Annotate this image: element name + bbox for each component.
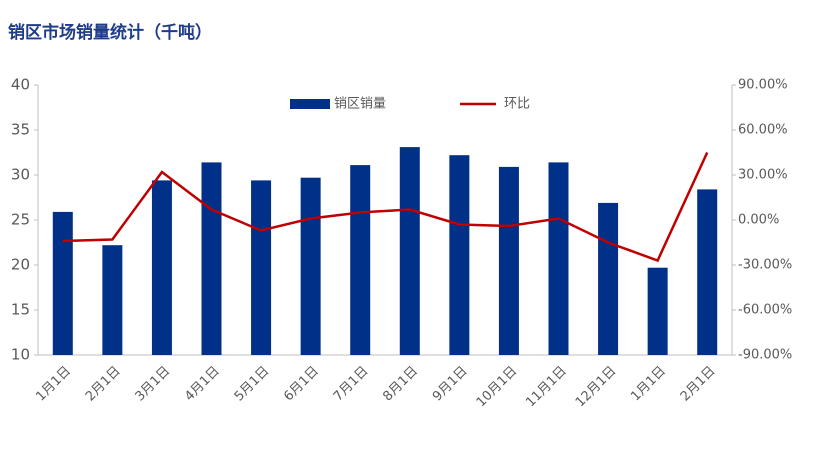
x-tick-label: 7月1日 [331, 364, 372, 405]
line [62, 151, 709, 263]
x-tick-label: 8月1日 [380, 364, 421, 405]
x-tick-label: 11月1日 [523, 364, 570, 411]
y2-tick-label: -90.00% [738, 348, 792, 363]
y-tick-label: 15 [11, 301, 30, 319]
chart-title: 销区市场销量统计（千吨） [8, 22, 212, 43]
bar [548, 162, 569, 355]
bar [300, 177, 321, 355]
y2-tick-label: 30.00% [738, 168, 788, 183]
y-tick-label: 30 [11, 166, 30, 184]
y-tick-label: 20 [11, 256, 30, 274]
bar [647, 267, 668, 355]
x-tick-label: 3月1日 [133, 364, 174, 405]
y2-tick-label: 90.00% [738, 78, 788, 93]
bar [251, 180, 272, 355]
x-tick-label: 10月1日 [474, 364, 521, 411]
y2-tick-label: -60.00% [738, 303, 792, 318]
bar [52, 211, 73, 355]
y2-tick-label: 60.00% [738, 123, 788, 138]
y-tick-label: 40 [11, 76, 30, 94]
legend-swatch [290, 99, 330, 109]
legend-label: 环比 [504, 97, 530, 112]
legend-label: 销区销量 [334, 97, 386, 112]
bar [449, 155, 470, 355]
x-tick-label: 4月1日 [182, 364, 223, 405]
y-tick-label: 35 [11, 121, 30, 139]
bar [102, 245, 123, 355]
x-tick-label: 5月1日 [232, 364, 273, 405]
x-tick-label: 2月1日 [83, 364, 124, 405]
y2-tick-label: 0.00% [738, 213, 779, 228]
y-tick-label: 10 [11, 346, 30, 364]
x-tick-label: 6月1日 [281, 364, 322, 405]
x-tick-label: 1月1日 [628, 364, 669, 405]
bar [201, 162, 222, 355]
y-tick-label: 25 [11, 211, 30, 229]
y2-tick-label: -30.00% [738, 258, 792, 273]
bar [598, 202, 619, 355]
x-tick-label: 12月1日 [573, 364, 620, 411]
x-tick-label: 1月1日 [33, 364, 74, 405]
x-tick-label: 2月1日 [678, 364, 719, 405]
bar [399, 147, 420, 355]
x-tick-label: 9月1日 [430, 364, 471, 405]
bar [697, 189, 718, 355]
bar [151, 180, 172, 355]
bar [498, 166, 519, 355]
bar [350, 165, 371, 355]
